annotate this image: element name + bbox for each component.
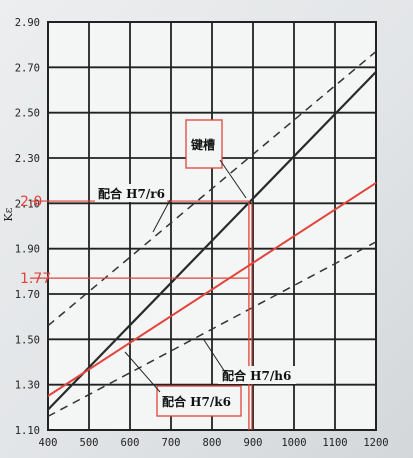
annotation-h7-k6: 配合 H7/k6 [162, 394, 231, 409]
annotation-leader [203, 339, 226, 373]
x-tick-label: 400 [39, 437, 58, 449]
y-tick-label: 1.70 [15, 289, 40, 301]
series-line-2 [47, 50, 377, 327]
annotation-h7-r6: 配合 H7/r6 [98, 186, 165, 201]
annotation-leader [219, 159, 247, 199]
series-line-1 [47, 71, 377, 411]
x-tick-label: 1100 [322, 437, 347, 449]
y-tick-label: 2.30 [15, 153, 40, 165]
y-axis-label: Kε [2, 207, 15, 221]
annotation-box [185, 119, 223, 169]
x-tick-label: 500 [80, 437, 99, 449]
x-tick-label: 900 [244, 437, 263, 449]
annotation-leader [124, 351, 161, 393]
annotation-leader [152, 199, 171, 233]
annotation-keyway: 键槽 [190, 137, 215, 152]
x-tick-label: 800 [203, 437, 222, 449]
reference-value-label: 2.0 [20, 194, 42, 210]
reference-value-label: 1.77 [20, 271, 51, 287]
annotation-h7-h6: 配合 H7/h6 [222, 368, 291, 383]
y-tick-label: 2.90 [15, 17, 40, 29]
x-tick-label: 600 [121, 437, 140, 449]
reference-layer: 2.0 1.77 [20, 194, 253, 430]
y-tick-label: 1.90 [15, 244, 40, 256]
annotation-bg [218, 366, 296, 384]
x-tick-label: 1200 [363, 437, 388, 449]
annotation-bg [95, 184, 167, 202]
y-tick-label: 1.30 [15, 380, 40, 392]
annotation-box [156, 385, 242, 417]
x-tick-label: 700 [162, 437, 181, 449]
x-tick-label: 1000 [281, 437, 306, 449]
y-tick-label: 2.50 [15, 108, 40, 120]
series-line-4 [47, 241, 377, 418]
grid [47, 21, 377, 431]
series-layer [47, 50, 377, 418]
y-tick-label: 1.10 [15, 425, 40, 437]
y-axis: 1.101.301.501.701.902.102.302.502.702.90 [15, 17, 40, 437]
series-line-3 [47, 182, 377, 397]
x-axis: 400 500 600 700 800 900 1000 1100 1200 [39, 437, 389, 449]
y-tick-label: 2.70 [15, 62, 40, 74]
y-tick-label: 1.50 [15, 334, 40, 346]
